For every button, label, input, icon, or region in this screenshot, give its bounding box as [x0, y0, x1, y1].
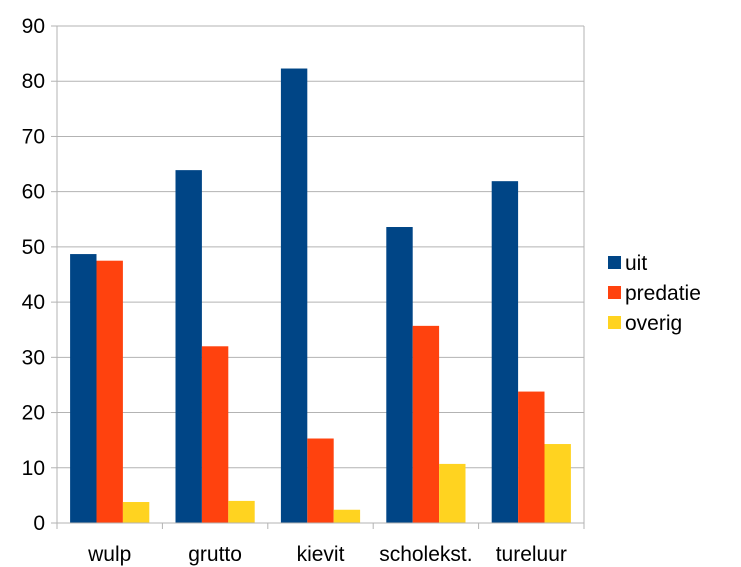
gridlines	[57, 25, 584, 469]
legend-label-overig: overig	[625, 312, 682, 335]
x-tick-label: wulp	[87, 543, 131, 566]
y-tick-label: 30	[22, 346, 45, 369]
x-tick-label: scholekst.	[379, 543, 472, 566]
legend-label-uit: uit	[625, 252, 647, 275]
x-tick-label: tureluur	[496, 543, 567, 566]
bar-uit-scholekst.	[386, 227, 413, 523]
axes	[51, 25, 585, 529]
bar-uit-kievit	[280, 68, 308, 523]
y-tick-label: 10	[22, 457, 45, 480]
bar-uit-grutto	[175, 170, 202, 523]
y-tick-label: 70	[22, 125, 45, 148]
bar-predatie-tureluur	[518, 391, 545, 523]
bar-overig-scholekst.	[439, 463, 466, 523]
y-tick-label: 0	[33, 512, 45, 535]
bar-overig-tureluur	[544, 444, 571, 523]
x-tick-label: grutto	[188, 543, 242, 566]
legend: uit predatie overig	[608, 252, 701, 335]
x-tick-labels: wulp grutto kievit scholekst. tureluur	[87, 543, 567, 566]
bar-predatie-wulp	[96, 260, 123, 523]
bar-overig-grutto	[228, 500, 255, 523]
legend-swatch-predatie	[608, 286, 621, 299]
y-tick-label: 50	[22, 236, 45, 259]
y-tick-label: 80	[22, 70, 45, 93]
bar-predatie-grutto	[201, 346, 229, 523]
bar-overig-kievit	[333, 509, 361, 523]
legend-swatch-overig	[608, 316, 621, 329]
x-tick-label: kievit	[297, 543, 345, 566]
bar-predatie-scholekst.	[412, 325, 440, 523]
y-tick-labels: 0 10 20 30 40 50 60 70 80 90	[22, 15, 45, 535]
legend-swatch-uit	[608, 256, 621, 269]
y-tick-label: 90	[22, 15, 45, 38]
y-tick-label: 40	[22, 291, 45, 314]
y-tick-label: 60	[22, 181, 45, 204]
legend-label-predatie: predatie	[625, 282, 701, 305]
bars	[70, 68, 571, 523]
bar-predatie-kievit	[307, 438, 334, 523]
y-tick-label: 20	[22, 402, 45, 425]
bar-uit-wulp	[70, 254, 97, 523]
bar-uit-tureluur	[491, 181, 519, 523]
bar-overig-wulp	[122, 502, 150, 523]
